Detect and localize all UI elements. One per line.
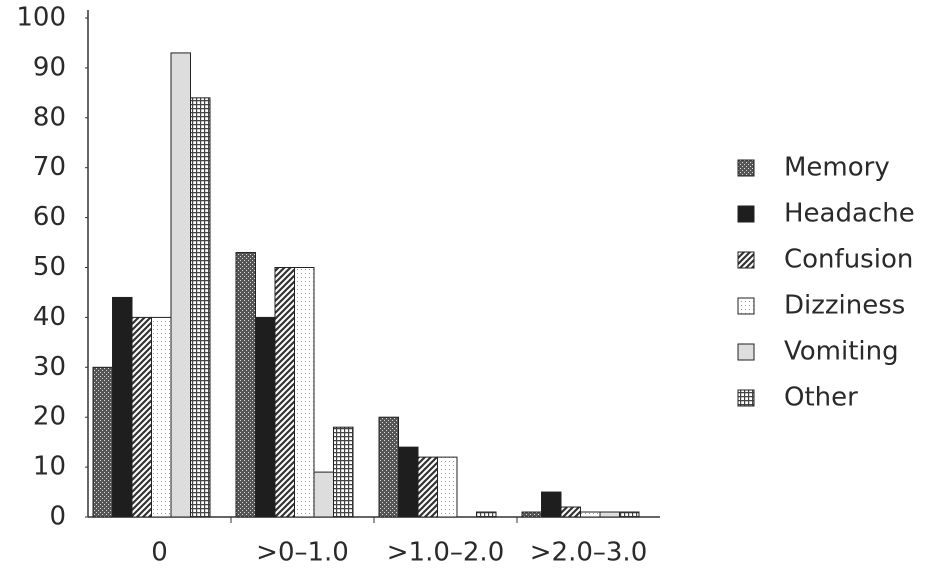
bar	[378, 416, 399, 518]
legend-swatch	[737, 251, 755, 269]
bar	[255, 316, 276, 518]
bar	[417, 456, 438, 518]
x-tick-label: >0–1.0	[256, 538, 349, 568]
bar	[92, 366, 113, 518]
legend-swatch	[737, 389, 755, 407]
bar	[235, 252, 256, 518]
legend-swatch	[737, 297, 755, 315]
bar	[619, 511, 640, 518]
bar	[131, 316, 152, 518]
bar	[476, 511, 497, 518]
y-tick-label: 50	[33, 252, 66, 282]
x-tick-label: 0	[151, 538, 168, 568]
legend-swatch	[737, 205, 755, 223]
bar	[437, 456, 458, 518]
bar	[398, 446, 419, 518]
y-tick-label: 60	[33, 202, 66, 232]
x-tick-label: >1.0–2.0	[387, 538, 504, 568]
legend-label: Memory	[784, 153, 890, 183]
legend-label: Other	[784, 383, 858, 413]
bar	[541, 491, 562, 518]
legend-label: Headache	[784, 199, 915, 229]
legend-label: Dizziness	[784, 291, 905, 321]
y-tick-label: 10	[33, 452, 66, 482]
legend-label: Vomiting	[784, 337, 899, 367]
y-tick-label: 30	[33, 352, 66, 382]
bar	[599, 511, 620, 518]
legend-swatch	[737, 159, 755, 177]
y-tick-label: 40	[33, 302, 66, 332]
bar	[521, 511, 542, 518]
y-tick-label: 20	[33, 402, 66, 432]
legend-swatch	[737, 343, 755, 361]
bar	[580, 511, 601, 518]
bar	[333, 426, 354, 518]
y-tick-label: 80	[33, 102, 66, 132]
x-tick-label: >2.0–3.0	[530, 538, 647, 568]
y-tick-label: 70	[33, 152, 66, 182]
bar	[151, 316, 172, 518]
bar	[170, 52, 191, 518]
bar	[313, 471, 334, 518]
bar	[112, 296, 133, 518]
legend-label: Confusion	[784, 245, 913, 275]
bar	[560, 506, 581, 518]
bar	[274, 267, 295, 518]
y-tick-label: 0	[49, 502, 66, 532]
bar	[294, 267, 315, 518]
y-tick-label: 100	[16, 3, 66, 33]
bar	[190, 97, 211, 518]
y-tick-label: 90	[33, 52, 66, 82]
